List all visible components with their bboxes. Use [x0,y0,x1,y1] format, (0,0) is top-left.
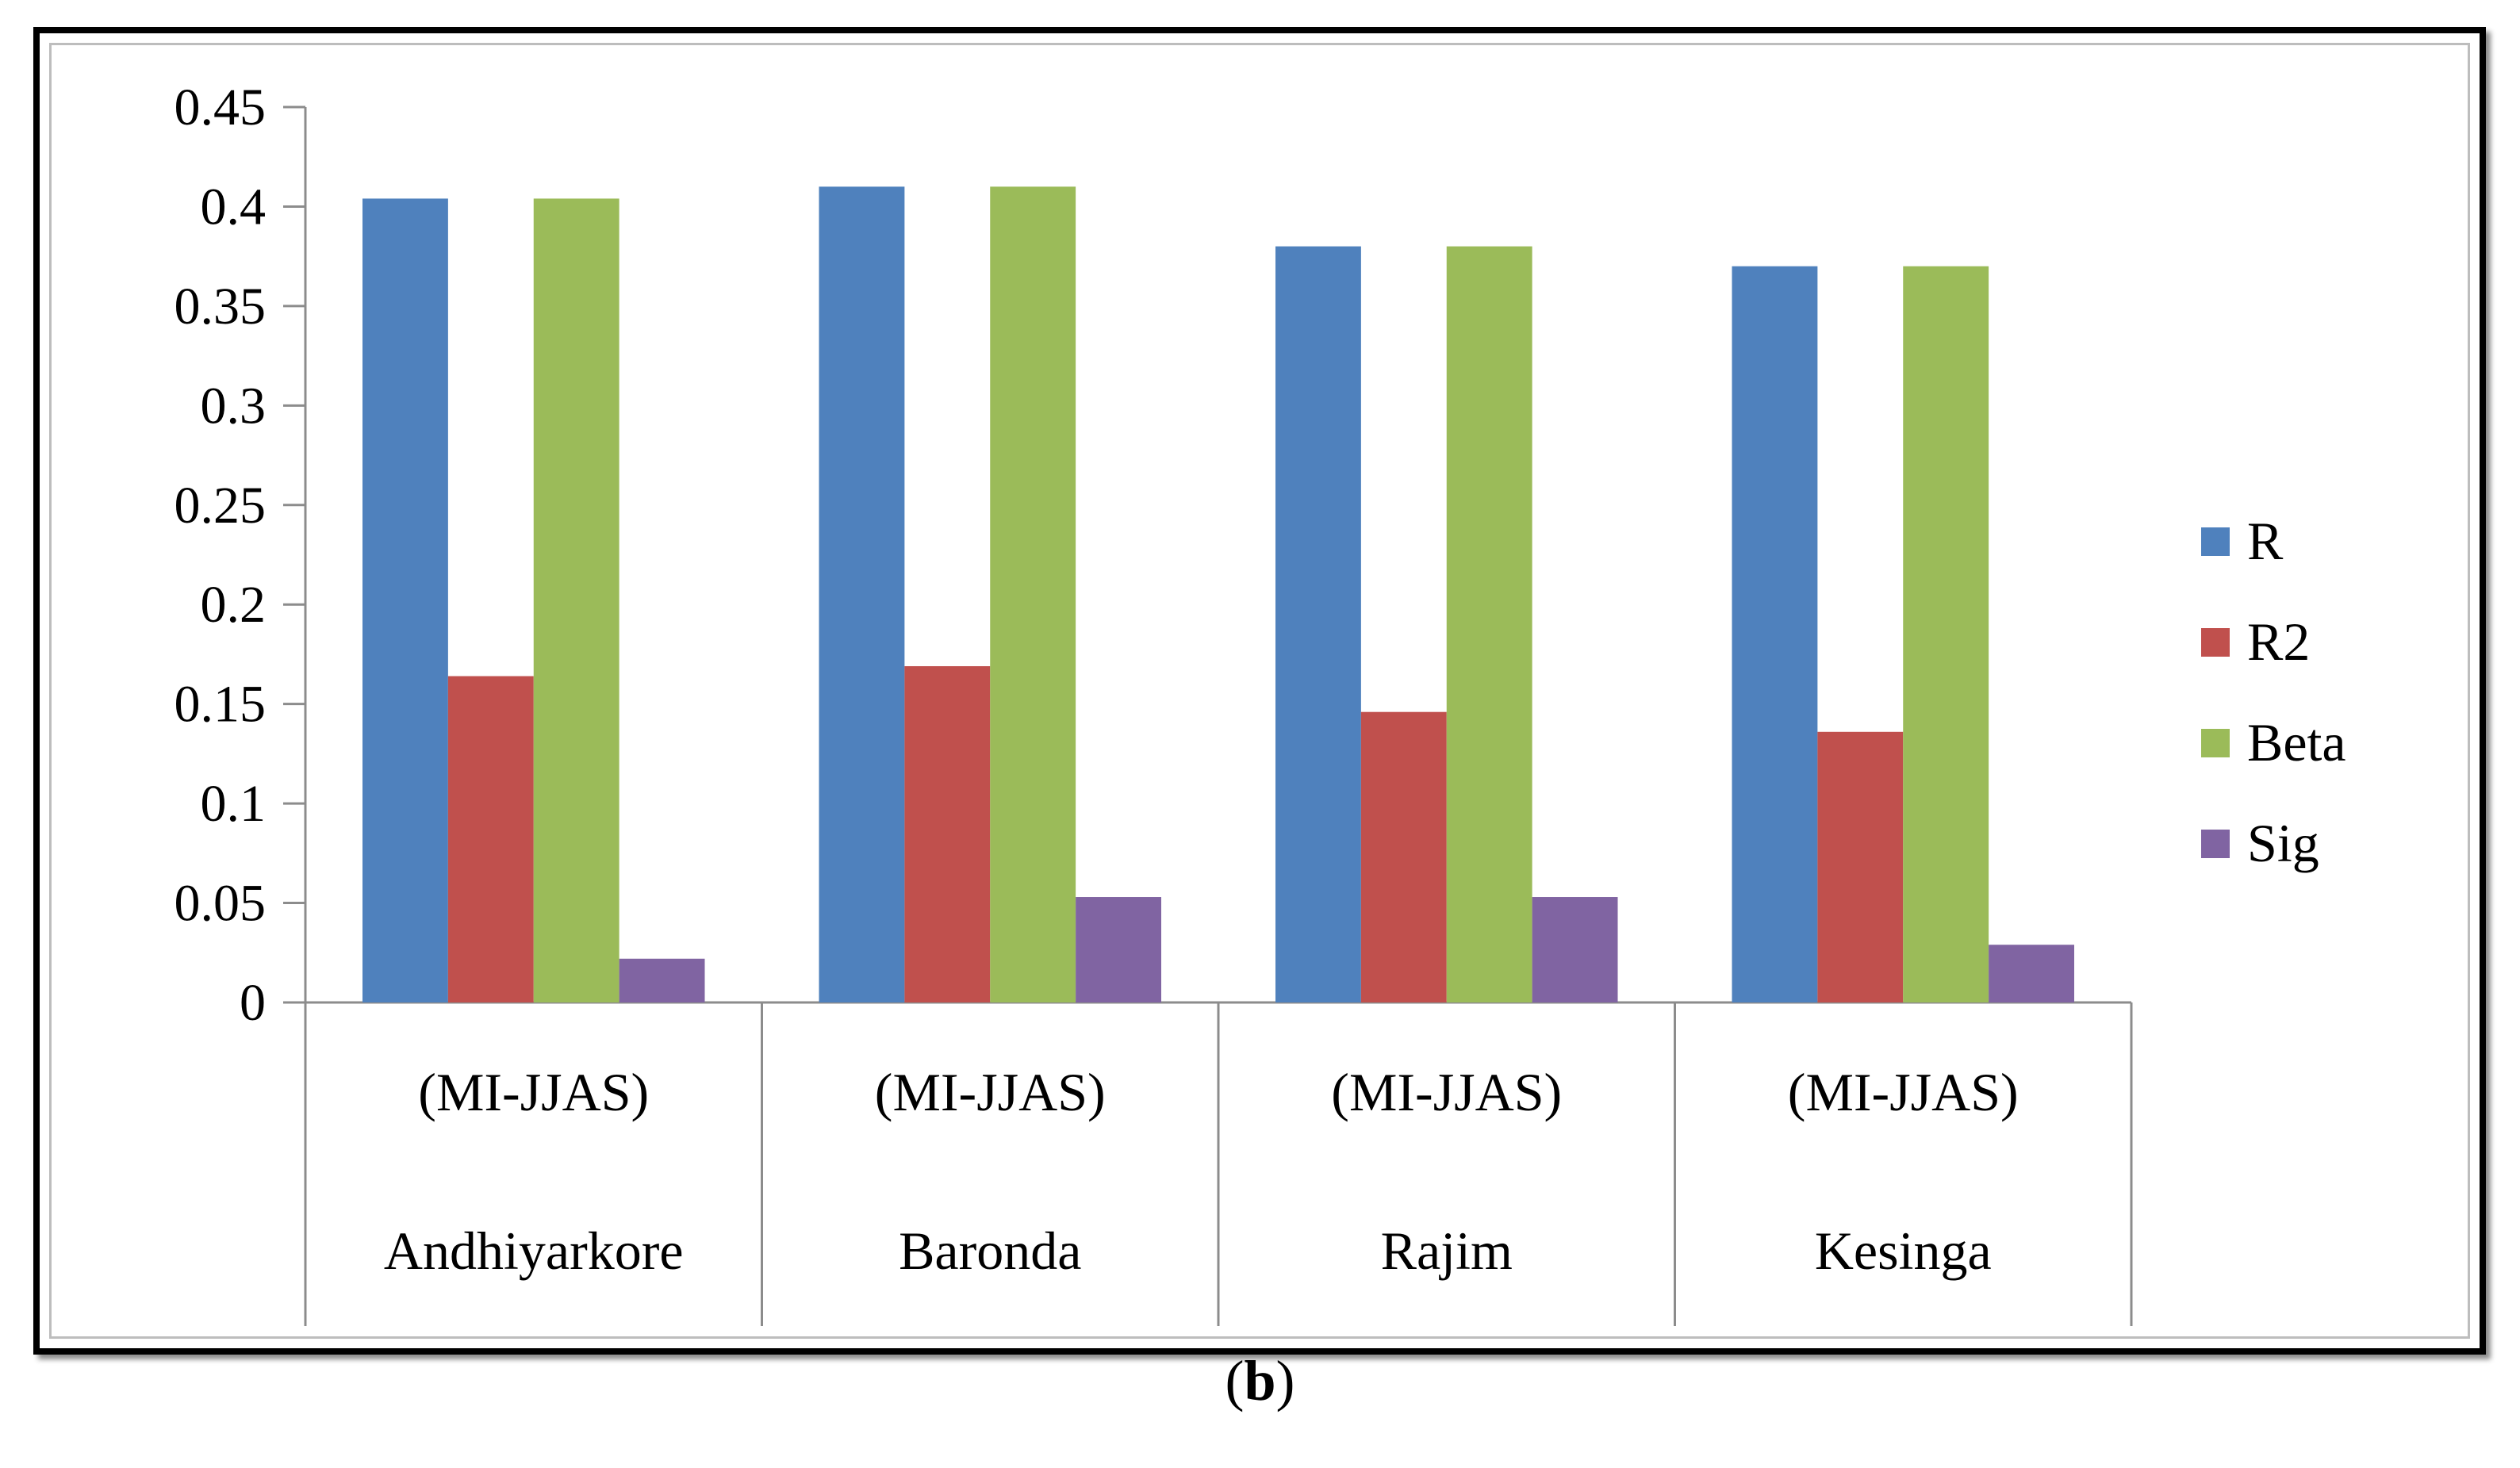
legend-label-r2: R2 [2247,611,2310,672]
chart-inner-border [49,43,2470,1339]
category-label-line2: Andhiyarkore [384,1221,684,1281]
bar-beta-0 [533,198,619,1003]
legend-swatch-beta [2201,729,2230,757]
figure-caption: (b) [0,1348,2520,1414]
category-label-line1: (MI-JJAS) [1788,1062,2019,1122]
legend-swatch-r [2201,527,2230,556]
bar-r-2 [1275,246,1361,1003]
bar-r-3 [1732,266,1818,1002]
category-label-line2: Baronda [899,1221,1081,1281]
bar-r2-0 [447,676,534,1002]
category-label-line1: (MI-JJAS) [875,1062,1106,1122]
legend-label-r: R [2247,511,2284,571]
legend-label-beta: Beta [2247,712,2346,772]
bar-beta-1 [990,186,1076,1002]
category-label-line1: (MI-JJAS) [1331,1062,1562,1122]
bar-r2-2 [1360,711,1447,1002]
y-tick-label: 0.15 [175,676,267,734]
bar-sig-3 [1989,945,2074,1002]
category-label-line2: Kesinga [1815,1221,1992,1281]
caption-close-paren: ) [1275,1349,1295,1412]
legend-label-sig: Sig [2247,813,2319,873]
y-tick-label: 0.25 [175,477,267,535]
y-tick-label: 0.05 [175,875,267,933]
y-tick-label: 0.35 [175,278,267,335]
category-label-line2: Rajim [1381,1221,1513,1281]
y-tick-label: 0.45 [175,79,267,136]
caption-letter: b [1244,1349,1276,1412]
y-tick-label: 0 [240,974,266,1032]
axes: 0 0.05 0.1 0.15 0.2 0.25 0.3 0.35 0.4 0.45 (MI-JJA… [175,79,2133,1326]
caption-open-paren: ( [1225,1349,1245,1412]
bar-r-0 [362,198,448,1003]
bar-sig-0 [619,958,705,1002]
y-tick-label: 0.1 [201,775,267,833]
y-tick-label: 0.4 [201,178,267,236]
bar-sig-2 [1532,897,1618,1002]
y-tick-label: 0.2 [201,576,267,634]
bar-beta-2 [1446,246,1532,1003]
bars [362,186,2074,1003]
legend: R R2 Beta Sig [2201,511,2346,873]
legend-swatch-r2 [2201,628,2230,657]
bar-beta-3 [1903,266,1989,1002]
legend-swatch-sig [2201,830,2230,858]
bar-r-1 [819,186,905,1002]
y-tick-label: 0.3 [201,377,267,435]
bar-r2-3 [1817,731,1904,1002]
category-label-line1: (MI-JJAS) [418,1062,649,1122]
bar-r2-1 [904,665,991,1002]
bar-sig-1 [1076,897,1161,1002]
